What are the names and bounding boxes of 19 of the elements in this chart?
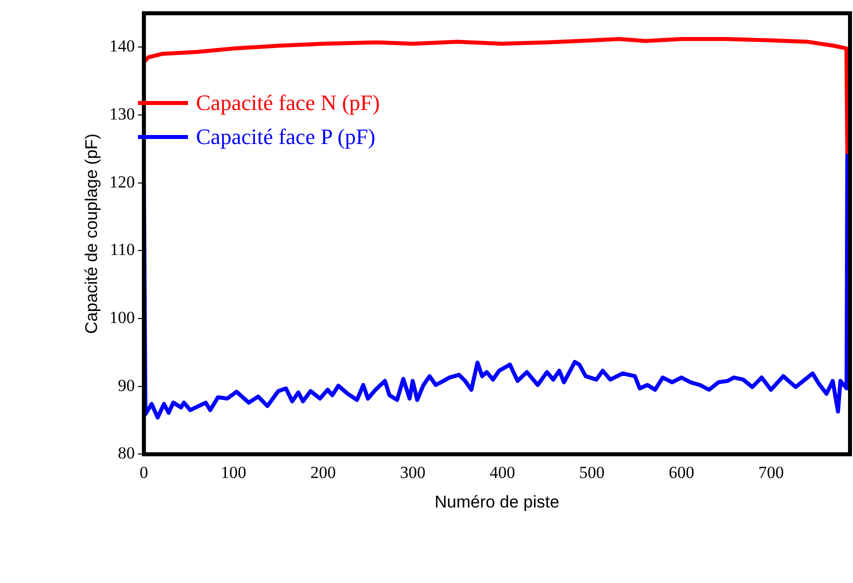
x-tick-label: 500: [579, 462, 605, 482]
x-tick-label: 0: [140, 462, 148, 482]
x-tick-label: 400: [490, 462, 516, 482]
legend-label: Capacité face P (pF): [196, 124, 376, 150]
y-axis-title: Capacité de couplage (pF): [82, 134, 101, 334]
legend-label: Capacité face N (pF): [196, 90, 380, 116]
x-tick-label: 300: [400, 462, 426, 482]
y-tick-label: 90: [118, 376, 135, 395]
x-tick-label: 600: [668, 462, 694, 482]
y-tick-label: 110: [110, 240, 135, 260]
x-tick-label: 100: [220, 462, 246, 482]
x-tick-label: 700: [758, 462, 784, 482]
x-tick-label: 200: [310, 462, 336, 482]
y-tick-label: 140: [109, 36, 135, 56]
x-axis-title: Numéro de piste: [434, 492, 560, 512]
y-tick-label: 80: [118, 444, 135, 463]
y-tick-label: 120: [109, 172, 135, 192]
y-tick-label: 100: [109, 308, 135, 327]
y-tick-label: 130: [109, 104, 135, 124]
